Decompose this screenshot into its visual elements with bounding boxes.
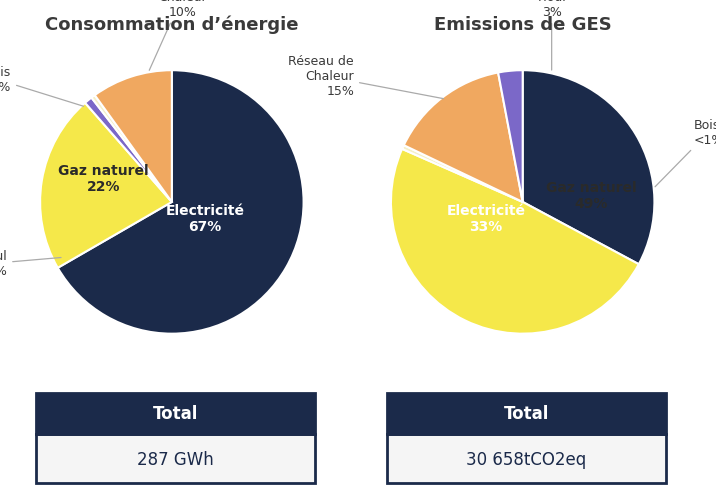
Text: Réseau de
Chaleur
15%: Réseau de Chaleur 15% xyxy=(289,55,443,100)
Text: Total: Total xyxy=(503,405,549,423)
Text: Electricité
67%: Electricité 67% xyxy=(165,203,244,233)
Text: 287 GWh: 287 GWh xyxy=(137,450,214,468)
Title: Consommation d’énergie: Consommation d’énergie xyxy=(45,16,299,34)
Wedge shape xyxy=(391,150,639,334)
Wedge shape xyxy=(85,99,172,203)
Wedge shape xyxy=(95,71,172,203)
Text: Gaz naturel
49%: Gaz naturel 49% xyxy=(546,181,637,211)
Text: Bois
<1%: Bois <1% xyxy=(655,119,716,187)
Wedge shape xyxy=(40,103,172,268)
Text: Electricité
33%: Electricité 33% xyxy=(446,203,526,233)
Text: 30 658tCO2eq: 30 658tCO2eq xyxy=(466,450,586,468)
Wedge shape xyxy=(92,96,172,203)
Title: Emissions de GES: Emissions de GES xyxy=(434,16,611,34)
Wedge shape xyxy=(523,71,654,264)
Wedge shape xyxy=(498,71,523,203)
Wedge shape xyxy=(404,73,523,203)
Text: Réseau de
Chaleur
10%: Réseau de Chaleur 10% xyxy=(149,0,216,71)
Wedge shape xyxy=(58,71,304,334)
Text: Gaz naturel
22%: Gaz naturel 22% xyxy=(58,164,149,194)
Text: Total: Total xyxy=(153,405,198,423)
Text: Fioul
1%: Fioul 1% xyxy=(0,250,61,278)
Wedge shape xyxy=(402,146,523,203)
Text: Fioul
3%: Fioul 3% xyxy=(537,0,566,71)
Text: Bois
<1%: Bois <1% xyxy=(0,66,84,107)
